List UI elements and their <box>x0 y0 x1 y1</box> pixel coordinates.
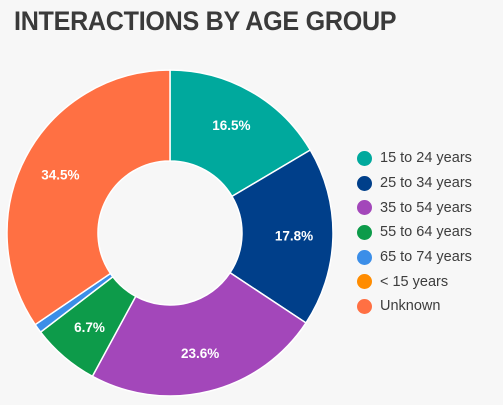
slice-1 <box>229 148 334 324</box>
legend-label-2: 35 to 54 years <box>380 199 472 216</box>
legend-item-6: Unknown <box>357 294 472 319</box>
legend-item-4: 65 to 74 years <box>357 245 472 270</box>
slice-label-3: 6.7% <box>74 320 105 335</box>
slice-label-1: 17.8% <box>275 229 313 244</box>
legend-item-0: 15 to 24 years <box>357 146 472 171</box>
legend-swatch-4 <box>357 249 372 265</box>
legend-label-0: 15 to 24 years <box>380 150 472 167</box>
legend-item-3: 55 to 64 years <box>357 220 472 245</box>
chart-title: INTERACTIONS BY AGE GROUP <box>14 6 397 36</box>
legend-swatch-2 <box>357 200 372 216</box>
legend-label-5: < 15 years <box>380 273 449 290</box>
legend-swatch-0 <box>357 150 372 166</box>
slice-label-0: 16.5% <box>212 118 250 133</box>
legend-label-6: Unknown <box>380 298 441 315</box>
slice-6 <box>6 69 171 326</box>
slice-0 <box>169 69 312 198</box>
legend-swatch-6 <box>357 298 372 314</box>
legend-item-2: 35 to 54 years <box>357 195 472 220</box>
legend-item-5: < 15 years <box>357 269 472 294</box>
legend-swatch-5 <box>357 274 372 290</box>
legend-swatch-3 <box>357 224 372 240</box>
slice-label-6: 34.5% <box>41 167 79 182</box>
slice-2 <box>91 271 307 397</box>
legend-item-1: 25 to 34 years <box>357 171 472 196</box>
slice-label-2: 23.6% <box>181 346 219 361</box>
legend-label-3: 55 to 64 years <box>380 224 472 241</box>
chart-legend: 15 to 24 years 25 to 34 years 35 to 54 yea… <box>357 146 472 319</box>
legend-label-4: 65 to 74 years <box>380 249 472 266</box>
legend-label-1: 25 to 34 years <box>380 175 472 192</box>
legend-swatch-1 <box>357 175 372 191</box>
